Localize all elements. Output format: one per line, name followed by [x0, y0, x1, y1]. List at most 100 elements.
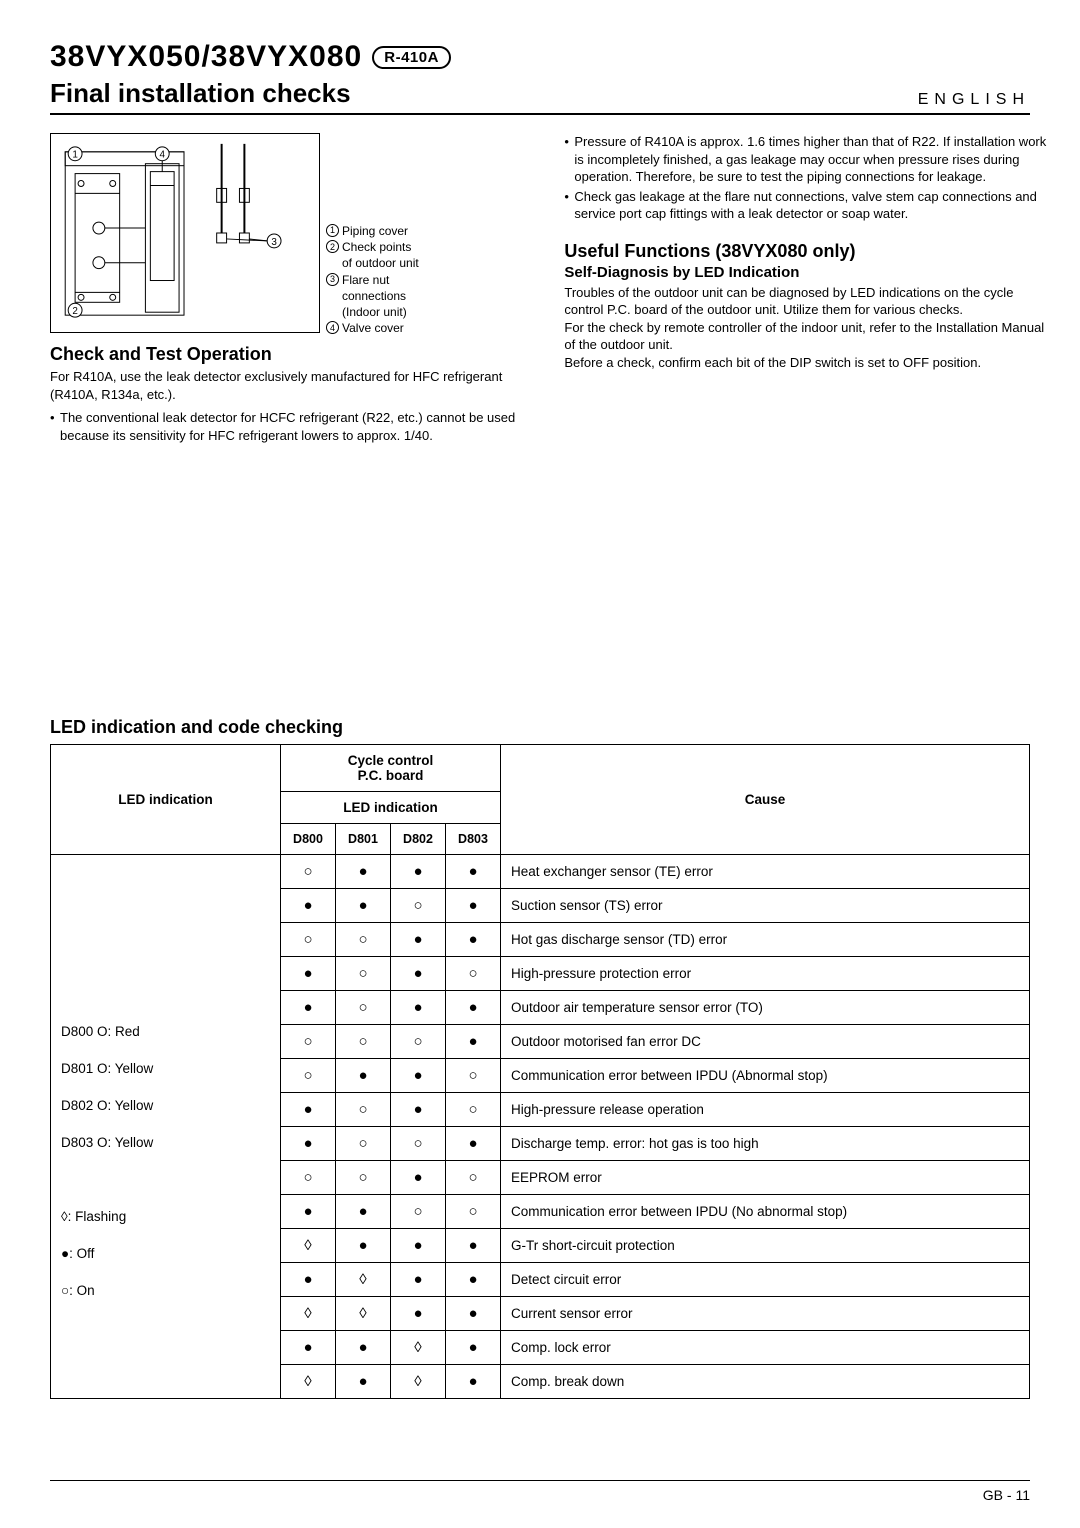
svg-text:1: 1 — [72, 150, 78, 161]
led-symbol — [281, 1296, 336, 1330]
led-table: LED indication Cycle control P.C. board … — [50, 744, 1030, 1399]
legend-3-sub2: (Indoor unit) — [326, 304, 419, 320]
led-symbol — [281, 854, 336, 888]
led-symbol — [281, 1228, 336, 1262]
row-label: ●: Off — [61, 1246, 270, 1261]
led-symbol — [391, 1058, 446, 1092]
cause-cell: Comp. break down — [501, 1364, 1030, 1398]
led-symbol — [281, 1126, 336, 1160]
self-diagnosis-heading: Self-Diagnosis by LED Indication — [564, 264, 1054, 281]
led-symbol — [336, 990, 391, 1024]
row-label: D803 O: Yellow — [61, 1135, 270, 1150]
row-label: D802 O: Yellow — [61, 1098, 270, 1113]
legend-4: Valve cover — [342, 320, 404, 336]
led-symbol — [446, 1024, 501, 1058]
led-symbol — [336, 888, 391, 922]
led-symbol — [391, 1296, 446, 1330]
led-symbol — [446, 1330, 501, 1364]
cause-cell: Detect circuit error — [501, 1262, 1030, 1296]
language-label: ENGLISH — [918, 91, 1030, 109]
led-symbol — [446, 1126, 501, 1160]
refrigerant-badge: R-410A — [372, 46, 451, 69]
led-symbol — [391, 1228, 446, 1262]
led-symbol — [336, 956, 391, 990]
led-symbol — [281, 1160, 336, 1194]
th-d803: D803 — [446, 823, 501, 854]
svg-text:3: 3 — [271, 237, 277, 248]
left-bullet-1: The conventional leak detector for HCFC … — [50, 409, 520, 444]
led-symbol — [391, 990, 446, 1024]
right-bullets-top: Pressure of R410A is approx. 1.6 times h… — [564, 133, 1054, 223]
cause-cell: Suction sensor (TS) error — [501, 888, 1030, 922]
led-symbol — [391, 1330, 446, 1364]
led-symbol — [336, 1194, 391, 1228]
led-symbol — [391, 1160, 446, 1194]
led-symbol — [281, 956, 336, 990]
led-symbol — [446, 888, 501, 922]
led-symbol — [446, 1058, 501, 1092]
led-symbol — [446, 1160, 501, 1194]
check-test-intro: For R410A, use the leak detector exclusi… — [50, 368, 520, 403]
diagram-legend: 1Piping cover 2Check points of outdoor u… — [326, 133, 419, 336]
cause-cell: Communication error between IPDU (Abnorm… — [501, 1058, 1030, 1092]
th-d800: D800 — [281, 823, 336, 854]
th-d801: D801 — [336, 823, 391, 854]
cause-cell: Current sensor error — [501, 1296, 1030, 1330]
led-symbol — [336, 1126, 391, 1160]
led-symbol — [446, 1194, 501, 1228]
cause-cell: High-pressure protection error — [501, 956, 1030, 990]
cause-cell: High-pressure release operation — [501, 1092, 1030, 1126]
model-title: 38VYX050/38VYX080 — [50, 40, 362, 74]
led-symbol — [391, 1126, 446, 1160]
right-bullet-2: Check gas leakage at the flare nut conne… — [564, 188, 1054, 223]
led-symbol — [336, 1364, 391, 1398]
led-symbol — [281, 888, 336, 922]
led-symbol — [391, 888, 446, 922]
cause-cell: Hot gas discharge sensor (TD) error — [501, 922, 1030, 956]
cause-cell: Discharge temp. error: hot gas is too hi… — [501, 1126, 1030, 1160]
cause-cell: Comp. lock error — [501, 1330, 1030, 1364]
led-symbol — [336, 922, 391, 956]
svg-text:4: 4 — [159, 150, 165, 161]
led-symbol — [281, 1364, 336, 1398]
cause-cell: Outdoor motorised fan error DC — [501, 1024, 1030, 1058]
led-table-title: LED indication and code checking — [50, 717, 1030, 738]
th-led-indication: LED indication — [51, 744, 281, 854]
led-symbol — [336, 1058, 391, 1092]
led-symbol — [281, 1058, 336, 1092]
svg-text:2: 2 — [72, 306, 78, 317]
led-symbol — [336, 1262, 391, 1296]
legend-2-sub: of outdoor unit — [326, 255, 419, 271]
led-symbol — [336, 1330, 391, 1364]
led-symbol — [446, 854, 501, 888]
legend-3: Flare nut — [342, 272, 389, 288]
row-label: ○: On — [61, 1283, 270, 1298]
self-diagnosis-body: Troubles of the outdoor unit can be diag… — [564, 284, 1054, 372]
legend-3-sub: connections — [326, 288, 419, 304]
led-symbol — [391, 922, 446, 956]
th-d802: D802 — [391, 823, 446, 854]
led-symbol — [281, 1092, 336, 1126]
led-symbol — [391, 1262, 446, 1296]
cause-cell: Communication error between IPDU (No abn… — [501, 1194, 1030, 1228]
right-bullet-1: Pressure of R410A is approx. 1.6 times h… — [564, 133, 1054, 186]
led-symbol — [281, 922, 336, 956]
led-symbol — [391, 1194, 446, 1228]
row-label: ◊: Flashing — [61, 1209, 270, 1224]
cause-cell: Heat exchanger sensor (TE) error — [501, 854, 1030, 888]
led-symbol — [336, 1296, 391, 1330]
row-labels-cell: D800 O: RedD801 O: YellowD802 O: YellowD… — [51, 854, 281, 1398]
useful-functions-heading: Useful Functions (38VYX080 only) — [564, 241, 1054, 262]
led-symbol — [391, 1364, 446, 1398]
led-symbol — [446, 1364, 501, 1398]
th-led-indication-sub: LED indication — [281, 791, 501, 823]
row-label — [61, 1172, 270, 1187]
led-symbol — [336, 1024, 391, 1058]
led-symbol — [336, 1092, 391, 1126]
led-symbol — [391, 1024, 446, 1058]
cause-cell: G-Tr short-circuit protection — [501, 1228, 1030, 1262]
unit-diagram: 1 2 3 4 — [50, 133, 320, 333]
led-symbol — [281, 990, 336, 1024]
row-label: D800 O: Red — [61, 1024, 270, 1039]
led-symbol — [391, 854, 446, 888]
